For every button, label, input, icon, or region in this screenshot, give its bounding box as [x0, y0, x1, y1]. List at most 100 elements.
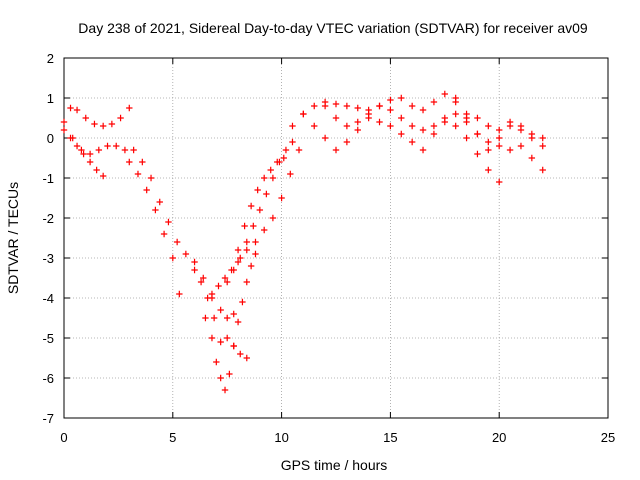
y-tick-label: -1: [42, 171, 54, 186]
data-point-track-b: [182, 250, 190, 258]
data-point-track-h: [230, 266, 237, 274]
data-point-track-j: [311, 102, 318, 110]
data-point-track-l: [321, 102, 329, 110]
data-point-track-a: [117, 114, 124, 122]
data-point-track-i: [254, 186, 261, 194]
data-point-track-e: [217, 338, 224, 346]
data-point-track-g: [269, 214, 277, 222]
data-point-track-l: [419, 126, 427, 134]
data-point-track-m: [539, 142, 546, 150]
data-point-track-k: [376, 118, 383, 126]
x-tick-label: 10: [274, 430, 288, 445]
data-point-track-b: [130, 146, 137, 154]
chart-title: Day 238 of 2021, Sidereal Day-to-day VTE…: [78, 20, 588, 36]
data-point-track-l: [332, 114, 340, 122]
data-point-track-c: [86, 158, 94, 166]
data-point-track-e: [224, 334, 231, 342]
data-point-track-d: [143, 186, 150, 194]
data-point-track-d: [134, 170, 142, 178]
data-point-track-g: [252, 238, 259, 246]
data-point-track-e: [204, 294, 211, 302]
data-point-track-i: [247, 202, 255, 210]
data-point-track-f: [247, 262, 255, 270]
data-point-track-b: [147, 174, 155, 182]
data-point-track-h: [269, 174, 277, 182]
data-point-track-f: [217, 374, 224, 382]
data-point-track-m: [517, 126, 525, 134]
data-point-track-j: [539, 134, 546, 142]
data-point-track-b: [156, 198, 163, 206]
data-point-track-c: [80, 150, 87, 158]
data-point-track-j: [496, 126, 503, 134]
data-point-track-l: [387, 106, 394, 114]
data-point-track-e: [191, 266, 198, 274]
data-point-track-k: [452, 122, 459, 130]
data-point-track-a: [99, 122, 107, 130]
data-point-track-k: [354, 126, 361, 134]
data-point-track-j: [408, 102, 416, 110]
y-tick-label: -7: [42, 411, 54, 426]
data-point-track-l: [496, 142, 503, 150]
data-point-track-f: [208, 334, 216, 342]
data-point-track-f: [252, 250, 259, 258]
data-point-track-c: [93, 166, 100, 174]
data-point-track-h: [250, 222, 257, 230]
data-point-track-b: [86, 150, 94, 158]
data-point-track-d: [160, 230, 168, 238]
data-point-track-c: [67, 134, 74, 142]
data-point-track-j: [430, 98, 438, 106]
y-tick-label: -5: [42, 331, 54, 346]
data-point-track-j: [343, 102, 351, 110]
data-point-track-l: [408, 122, 416, 130]
data-point-track-k: [408, 138, 416, 146]
data-point-track-k: [430, 130, 438, 138]
data-point-track-l: [343, 122, 351, 130]
x-tick-label: 0: [60, 430, 67, 445]
data-point-track-e: [237, 350, 244, 358]
data-point-track-k: [419, 146, 427, 154]
data-point-track-k: [387, 122, 394, 130]
data-point-track-d: [126, 158, 133, 166]
data-point-track-h: [243, 238, 250, 246]
data-point-track-m: [528, 134, 536, 142]
data-point-track-b: [60, 126, 68, 134]
x-tick-label: 25: [601, 430, 615, 445]
data-point-track-j: [387, 96, 394, 104]
data-point-track-m: [506, 122, 514, 130]
data-point-track-a: [126, 104, 133, 112]
data-point-track-f: [230, 342, 237, 350]
data-point-track-b: [224, 314, 231, 322]
data-point-track-f: [202, 314, 209, 322]
data-point-track-l: [365, 110, 372, 118]
data-point-track-f: [239, 298, 246, 306]
data-point-track-i: [241, 222, 248, 230]
data-point-track-l: [539, 166, 546, 174]
data-point-track-b: [139, 158, 146, 166]
data-point-track-i: [234, 246, 242, 254]
data-point-track-g: [278, 194, 285, 202]
data-point-track-a: [73, 106, 81, 114]
data-point-track-g: [215, 282, 222, 290]
data-point-track-c: [99, 172, 107, 180]
data-point-track-m: [463, 114, 470, 122]
x-axis-label: GPS time / hours: [281, 457, 388, 473]
data-point-track-f: [221, 386, 229, 394]
data-point-track-l: [376, 102, 383, 110]
data-point-track-k: [474, 150, 481, 158]
y-axis-label: SDTVAR / TECUs: [5, 182, 21, 294]
data-point-track-k: [300, 110, 307, 118]
data-point-track-j: [485, 122, 492, 130]
data-point-track-h: [263, 190, 270, 198]
data-point-track-b: [121, 146, 129, 154]
data-point-track-f: [226, 370, 233, 378]
data-point-track-k: [321, 134, 329, 142]
data-point-track-f: [213, 358, 220, 366]
data-point-track-g: [221, 274, 229, 282]
y-axis-ticks: 2 1 0 -1 -2 -3 -4 -5 -6 -7: [42, 51, 608, 426]
data-point-track-a: [82, 114, 89, 122]
data-point-track-d: [152, 206, 159, 214]
data-point-track-k: [496, 178, 503, 186]
data-point-track-l: [528, 154, 536, 162]
data-point-track-b: [104, 142, 111, 150]
